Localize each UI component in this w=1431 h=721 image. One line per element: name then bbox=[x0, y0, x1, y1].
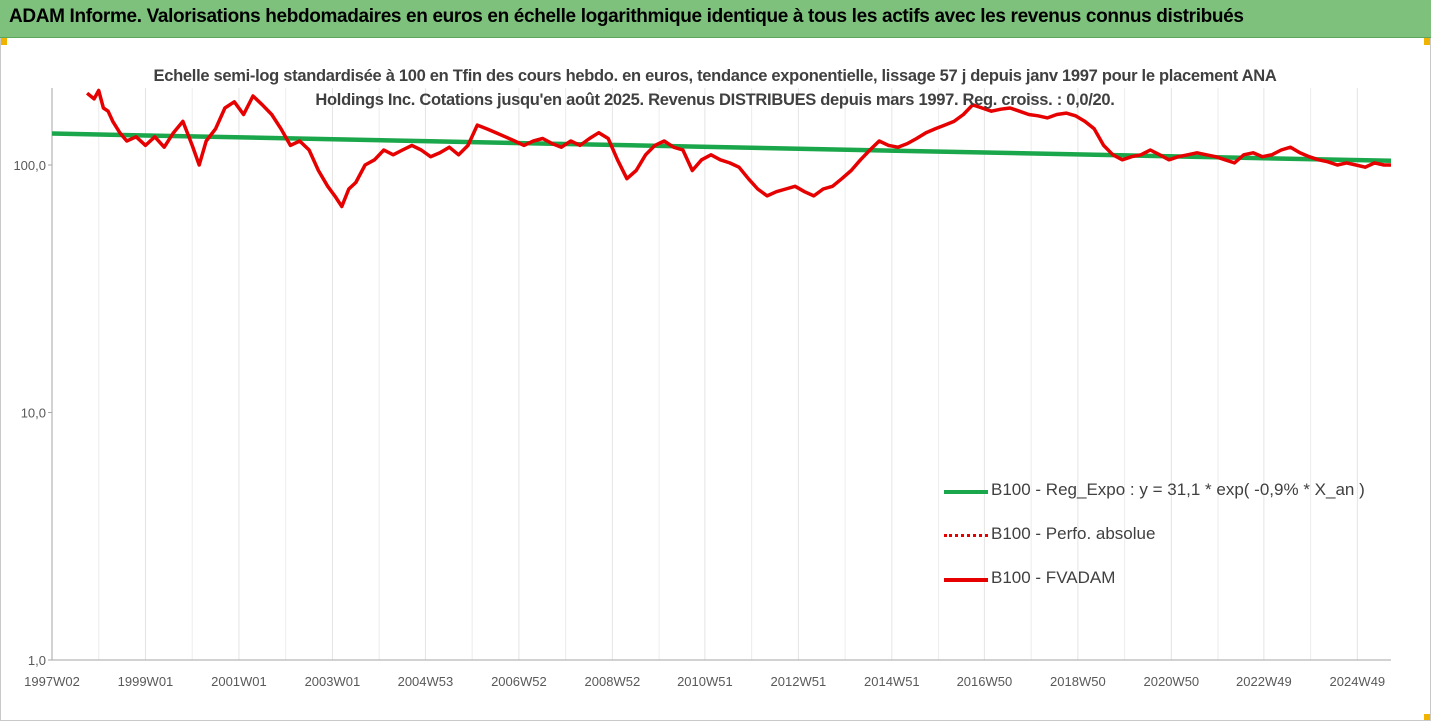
legend-swatch-perfo bbox=[944, 534, 988, 537]
legend-label-perfo: B100 - Perfo. absolue bbox=[991, 524, 1156, 543]
legend-label-fvadam: B100 - FVADAM bbox=[991, 568, 1116, 587]
y-tick-label: 10,0 bbox=[21, 406, 46, 421]
x-tick-label: 2008W52 bbox=[585, 674, 641, 689]
x-tick-label: 2016W50 bbox=[957, 674, 1013, 689]
x-tick-label: 2001W01 bbox=[211, 674, 267, 689]
corner-accent-left bbox=[0, 38, 7, 45]
x-tick-label: 2020W50 bbox=[1144, 674, 1200, 689]
x-tick-label: 1997W02 bbox=[24, 674, 80, 689]
x-tick-label: 2018W50 bbox=[1050, 674, 1106, 689]
series-line-trend bbox=[51, 131, 1392, 164]
legend-swatch-trend bbox=[944, 490, 988, 494]
legend-label-trend: B100 - Reg_Expo : y = 31,1 * exp( -0,9% … bbox=[991, 480, 1365, 499]
y-tick-label: 1,0 bbox=[28, 653, 46, 668]
x-tick-label: 2010W51 bbox=[677, 674, 733, 689]
x-tick-label: 2012W51 bbox=[771, 674, 827, 689]
corner-accent-bottom-right bbox=[1424, 714, 1431, 721]
corner-accent-right bbox=[1424, 38, 1431, 45]
y-tick-label: 100,0 bbox=[13, 158, 46, 173]
x-tick-label: 1999W01 bbox=[118, 674, 174, 689]
x-tick-label: 2022W49 bbox=[1236, 674, 1292, 689]
series-line-fvadam bbox=[85, 88, 1391, 209]
x-tick-label: 2004W53 bbox=[398, 674, 454, 689]
legend-swatch-fvadam bbox=[944, 578, 988, 582]
x-tick-label: 2006W52 bbox=[491, 674, 547, 689]
x-tick-label: 2003W01 bbox=[305, 674, 361, 689]
x-tick-label: 2014W51 bbox=[864, 674, 920, 689]
header-banner: ADAM Informe. Valorisations hebdomadaire… bbox=[0, 0, 1431, 38]
x-tick-label: 2024W49 bbox=[1330, 674, 1386, 689]
chart-title: Echelle semi-log standardisée à 100 en T… bbox=[153, 67, 1277, 109]
banner-title: ADAM Informe. Valorisations hebdomadaire… bbox=[9, 6, 1244, 27]
